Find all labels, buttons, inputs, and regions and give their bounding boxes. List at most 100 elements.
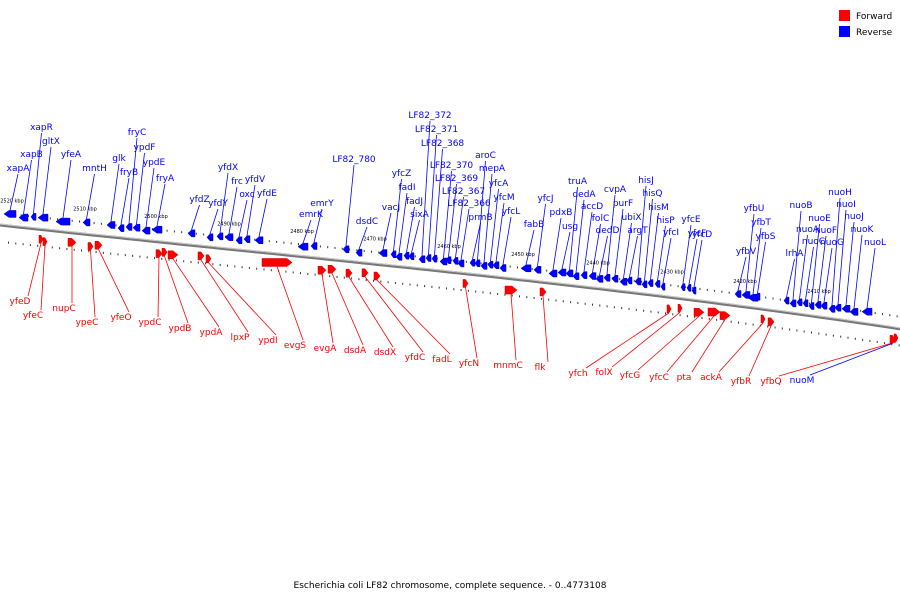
scale-tick-lower	[467, 289, 469, 292]
reverse-gene-lf82-370	[439, 257, 448, 266]
scale-tick-lower	[767, 325, 769, 328]
reverse-leader-line	[805, 246, 814, 300]
scale-tick-upper	[633, 279, 635, 282]
reverse-leader-line	[382, 212, 392, 250]
scale-tick-upper	[79, 220, 80, 223]
reverse-gene-xapb	[18, 213, 29, 222]
reverse-gene-accd	[580, 271, 588, 279]
reverse-leader-line	[246, 184, 256, 236]
reverse-leader-line	[837, 209, 847, 305]
forward-leader-line	[585, 312, 670, 369]
reverse-gene-label-cvpa: cvpA	[604, 185, 627, 195]
scale-tick-lower	[51, 246, 53, 249]
scale-tick-lower	[387, 281, 389, 284]
scale-tick-upper	[677, 285, 679, 288]
reverse-leader-line	[495, 202, 505, 262]
scale-tick-lower	[584, 302, 586, 305]
reverse-leader-line	[575, 199, 585, 273]
reverse-gene-lf82-368	[431, 254, 438, 263]
reverse-gene-label-nuoa: nuoA	[796, 225, 820, 235]
reverse-leader-line	[693, 239, 703, 288]
scale-tick-lower	[592, 303, 593, 306]
scale-tick-lower	[358, 278, 360, 281]
reverse-gene-yfce	[680, 283, 686, 291]
forward-leader-line	[666, 315, 715, 373]
reverse-leader-line	[42, 146, 52, 215]
reverse-leader-line	[209, 208, 219, 234]
scale-tick-upper	[268, 240, 270, 243]
scale-tick-lower	[577, 301, 579, 304]
reverse-leader-line	[745, 213, 755, 292]
forward-leader-line	[164, 256, 189, 324]
forward-gene-yfcn	[462, 279, 469, 288]
reverse-gene-glk	[106, 221, 116, 229]
reverse-leader-line	[434, 148, 443, 256]
scale-tick-lower	[643, 309, 645, 312]
reverse-leader-line	[448, 183, 457, 257]
scale-tick-upper	[458, 259, 460, 262]
reverse-gene-label-emry: emrY	[310, 199, 334, 209]
forward-leader-line	[172, 258, 220, 328]
reverse-gene-label-yfce: yfcE	[681, 215, 700, 225]
reverse-leader-line	[853, 234, 863, 309]
chromosome-backbone-group	[0, 223, 900, 331]
reverse-gene-nuok	[849, 308, 859, 316]
reverse-leader-line	[623, 222, 632, 279]
reverse-gene-label-fryc: fryC	[128, 128, 146, 138]
reverse-gene-label-ubix: ubiX	[621, 213, 641, 223]
scale-tick-upper	[363, 249, 365, 252]
scale-tick-lower	[555, 299, 557, 302]
scale-tick-lower	[745, 322, 747, 325]
reverse-gene-yfcm	[492, 261, 500, 269]
reverse-gene-label-lf82-372: LF82_372	[408, 111, 451, 121]
scale-tick-upper	[27, 215, 29, 218]
scale-tick-upper	[414, 255, 416, 258]
reverse-gene-nuoj	[841, 304, 851, 313]
forward-gene-yfbr	[767, 317, 775, 327]
reverse-leader-line	[33, 132, 42, 214]
forward-leader-line	[376, 279, 451, 355]
legend-forward-swatch	[839, 10, 850, 21]
scale-tick-lower	[95, 251, 97, 254]
reverse-leader-line	[682, 224, 692, 284]
reverse-gene-label-nuog: nuoG	[820, 238, 844, 248]
forward-genes-group	[38, 234, 899, 344]
reverse-gene-nuoi	[834, 303, 842, 312]
reverse-gene-nuoa	[796, 298, 803, 307]
forward-gene-label-lpxp: lpxP	[231, 333, 251, 343]
scale-tick-lower	[154, 257, 155, 260]
scale-tick-upper	[714, 289, 716, 292]
scale-tick-lower	[519, 295, 520, 298]
reverse-gene-yfcd	[691, 286, 697, 295]
scale-tick-lower	[59, 247, 61, 250]
scale-label-5: 2470 kbp	[363, 236, 387, 242]
reverse-leader-line	[688, 238, 698, 285]
reverse-gene-label-lf82-780: LF82_780	[332, 155, 376, 165]
scale-tick-upper	[283, 241, 285, 244]
reverse-leader-line	[219, 172, 229, 233]
reverse-gene-label-accd: accD	[581, 202, 603, 212]
reverse-leader-line	[792, 210, 802, 300]
scale-tick-upper	[809, 302, 810, 305]
forward-gene-label-dsdx: dsdX	[374, 348, 396, 358]
reverse-gene-yfci	[660, 282, 666, 291]
legend-reverse-swatch	[839, 26, 850, 37]
reverse-leader-line	[629, 235, 638, 278]
scale-label-10: 2420 kbp	[733, 279, 757, 285]
scale-tick-lower	[431, 285, 433, 288]
forward-gene-evga	[317, 265, 327, 275]
forward-leader-line	[364, 276, 424, 353]
reverse-gene-label-frya: fryA	[156, 174, 175, 184]
reverse-gene-yfea	[55, 217, 71, 226]
scale-tick-upper	[203, 233, 205, 236]
scale-tick-lower	[102, 251, 104, 254]
reverse-leader-line	[9, 173, 19, 211]
forward-gene-label-folx: folX	[595, 368, 612, 378]
reverse-leader-line	[823, 247, 833, 303]
forward-leader-line	[200, 259, 249, 333]
scale-tick-upper	[451, 259, 453, 262]
forward-gene-label-mnmc: mnmC	[493, 361, 523, 371]
reverse-gene-usg	[557, 268, 567, 277]
scale-tick-lower	[29, 244, 31, 247]
